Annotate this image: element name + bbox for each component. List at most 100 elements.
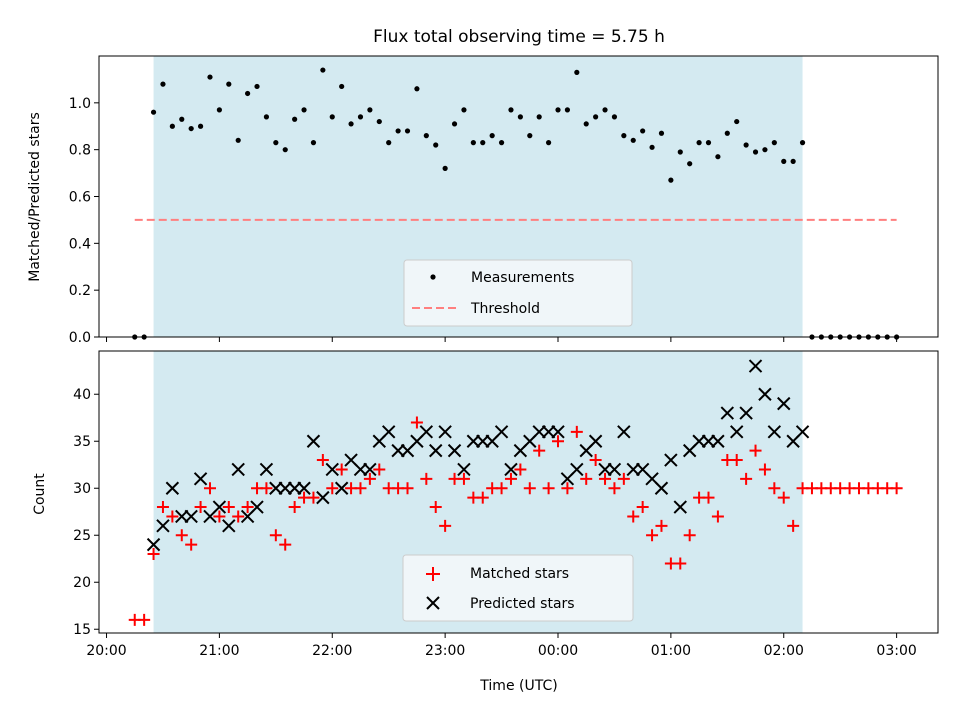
- measurement-point: [442, 165, 448, 171]
- y-tick-label: 0.6: [69, 190, 91, 206]
- measurement-point: [160, 81, 166, 87]
- measurement-point: [536, 114, 542, 120]
- predicted-star-point: [306, 434, 321, 448]
- predicted-star-point: [494, 425, 509, 439]
- measurement-point: [508, 107, 514, 113]
- predicted-star-point: [720, 406, 735, 420]
- predicted-star-point: [334, 481, 349, 495]
- measurement-point: [602, 107, 608, 113]
- measurement-point: [150, 109, 157, 115]
- matched-star-point: [617, 472, 630, 485]
- matched-star-point: [674, 557, 687, 570]
- y-tick-label: 30: [73, 481, 91, 497]
- measurement-point: [705, 140, 712, 146]
- measurement-point: [433, 142, 439, 148]
- measurement-point: [781, 158, 787, 164]
- measurement-point: [451, 121, 458, 127]
- x-tick-label: 21:00: [199, 643, 239, 659]
- matched-star-point: [175, 529, 188, 542]
- predicted-star-point: [316, 490, 330, 505]
- x-tick-label: 22:00: [312, 643, 352, 659]
- matched-star-point: [307, 491, 320, 504]
- measurement-point: [480, 140, 486, 146]
- matched-star-point: [552, 435, 565, 448]
- matched-star-point: [711, 510, 724, 523]
- measurement-point: [696, 140, 702, 146]
- matched-star-point: [429, 501, 442, 514]
- predicted-star-point: [570, 462, 584, 477]
- y-tick-label: 35: [73, 434, 91, 450]
- chart-title: Flux total observing time = 5.75 h: [373, 27, 665, 47]
- predicted-star-point: [551, 425, 565, 439]
- chart-xlabel: Time (UTC): [479, 678, 557, 694]
- legend-matched-marker: [426, 567, 440, 581]
- measurement-point: [339, 83, 345, 90]
- measurement-point: [752, 149, 759, 155]
- measurement-point: [771, 140, 777, 146]
- measurement-point: [743, 142, 749, 148]
- matched-star-point: [523, 482, 536, 495]
- measurement-point: [404, 128, 411, 134]
- legend-count-box: [402, 554, 634, 622]
- predicted-star-point: [739, 406, 753, 420]
- measurement-point: [640, 128, 646, 134]
- measurement-point: [282, 147, 288, 153]
- measurement-point: [583, 121, 589, 127]
- y-tick-label: 25: [73, 528, 91, 544]
- matched-star-point: [683, 529, 696, 542]
- matched-star-point: [401, 482, 414, 495]
- matched-star-point: [326, 482, 339, 495]
- matched-star-point: [373, 463, 386, 476]
- predicted-star-point: [607, 462, 622, 477]
- panel-count: 15 20 25 30 35 40 20:00 21:00 22:00 23:00 00:00 01…: [32, 350, 939, 659]
- predicted-star-point: [438, 425, 452, 439]
- legend-measurements-label: Measurements: [471, 270, 574, 286]
- predicted-star-point: [193, 472, 208, 486]
- legend-measurements-marker: [430, 274, 436, 280]
- y-tick-label: 0.0: [69, 330, 91, 346]
- predicted-star-point: [767, 425, 782, 439]
- measurement-point: [216, 107, 222, 113]
- matched-star-point: [185, 538, 198, 551]
- matched-star-point: [147, 548, 160, 561]
- measurement-point: [461, 107, 467, 113]
- predicted-star-point: [419, 425, 434, 439]
- measurement-point: [320, 67, 326, 73]
- x-tick-label: 20:00: [86, 643, 126, 659]
- measurement-point: [197, 123, 204, 129]
- predicted-star-point: [165, 481, 180, 495]
- measurement-point: [470, 140, 476, 146]
- matched-star-point: [476, 491, 489, 504]
- matched-star-point: [890, 482, 903, 495]
- matched-star-point: [222, 501, 235, 514]
- matched-star-point: [194, 501, 207, 514]
- matched-star-point: [166, 510, 179, 523]
- measurement-point: [188, 125, 194, 132]
- predicted-star-point: [711, 434, 725, 448]
- measurement-point: [677, 149, 683, 155]
- measurement-point: [179, 116, 185, 122]
- predicted-star-point: [673, 500, 687, 514]
- measurement-point: [423, 133, 429, 139]
- matched-star-point: [768, 482, 781, 495]
- matched-star-point: [589, 454, 602, 467]
- legend-predicted-marker: [426, 596, 440, 610]
- matched-star-point: [533, 444, 546, 457]
- measurement-point: [630, 137, 636, 143]
- matched-star-point: [758, 463, 771, 476]
- matched-star-point: [439, 519, 452, 532]
- measurement-point: [367, 107, 373, 113]
- matched-star-point: [241, 501, 254, 514]
- measurement-point: [668, 177, 674, 183]
- matched-star-point: [749, 444, 762, 457]
- predicted-star-point: [250, 500, 264, 514]
- matched-star-point: [542, 482, 555, 495]
- matched-star-point: [410, 416, 423, 429]
- predicted-star-point: [748, 359, 763, 373]
- matched-star-point: [655, 519, 668, 532]
- measurement-point: [254, 83, 260, 90]
- matched-star-point: [636, 501, 649, 514]
- panel-ratio-ylabel: Matched/Predicted stars: [27, 112, 43, 282]
- matched-star-point: [316, 454, 329, 467]
- predicted-star-point: [795, 425, 810, 439]
